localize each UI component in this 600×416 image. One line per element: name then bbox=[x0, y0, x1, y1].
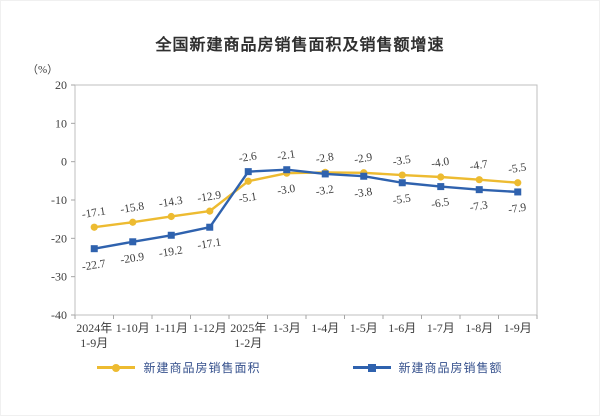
plot-border bbox=[74, 84, 538, 316]
y-tick-label: -20 bbox=[51, 231, 67, 245]
data-label: -4.7 bbox=[469, 158, 489, 173]
data-point-marker bbox=[321, 170, 329, 178]
x-tick-label: 1-3月 bbox=[273, 321, 301, 335]
x-tick-label: 1-11月 bbox=[154, 321, 188, 335]
y-axis-unit-label: （%） bbox=[27, 64, 59, 76]
x-tick-label: 1-4月 bbox=[311, 321, 339, 335]
data-point-marker bbox=[475, 186, 483, 194]
data-point-marker bbox=[206, 207, 214, 215]
data-label: -2.1 bbox=[276, 148, 296, 163]
legend-label-sales-area: 新建商品房销售面积 bbox=[143, 361, 261, 375]
data-label: -12.9 bbox=[197, 189, 223, 205]
data-label: -7.3 bbox=[469, 199, 489, 214]
data-point-marker bbox=[437, 183, 445, 191]
x-tick-label: 1-5月 bbox=[350, 321, 378, 335]
x-tick-label: 2025年 1-2月 bbox=[230, 321, 266, 350]
y-tick-label: -40 bbox=[51, 308, 67, 322]
x-tick-label: 1-9月 bbox=[504, 321, 532, 335]
data-label: -3.2 bbox=[315, 184, 335, 199]
legend-item-sales-area: 新建商品房销售面积 bbox=[97, 359, 260, 376]
data-point-marker bbox=[206, 223, 214, 231]
x-tick-label: 1-7月 bbox=[427, 321, 455, 335]
data-label: -17.1 bbox=[81, 205, 107, 221]
legend-label-sales-amount: 新建商品房销售额 bbox=[398, 361, 503, 375]
data-point-marker bbox=[244, 168, 252, 176]
legend-marker-square-icon bbox=[367, 363, 376, 372]
data-point-marker bbox=[475, 176, 483, 184]
data-label: -22.7 bbox=[81, 258, 107, 274]
data-point-marker bbox=[398, 171, 406, 179]
data-label: -20.9 bbox=[120, 251, 146, 267]
data-label: -3.8 bbox=[353, 186, 373, 201]
x-tick-label: 2024年 1-9月 bbox=[76, 321, 112, 350]
data-label: -3.0 bbox=[276, 183, 296, 198]
data-label: -15.8 bbox=[120, 200, 146, 216]
x-tick-label: 1-12月 bbox=[193, 321, 227, 335]
data-label: -6.5 bbox=[430, 196, 450, 211]
data-label: -5.5 bbox=[507, 161, 527, 176]
data-label: -2.9 bbox=[353, 151, 373, 166]
data-point-marker bbox=[437, 173, 445, 181]
data-label: -7.9 bbox=[507, 202, 527, 217]
y-tick-label: -10 bbox=[51, 193, 67, 207]
data-point-marker bbox=[283, 166, 291, 174]
data-label: -3.5 bbox=[392, 154, 412, 169]
data-point-marker bbox=[167, 231, 175, 239]
legend-item-sales-amount: 新建商品房销售额 bbox=[352, 359, 503, 376]
legend-line-sales-amount bbox=[352, 363, 391, 372]
data-label: -19.2 bbox=[158, 244, 184, 260]
x-tick-label: 1-6月 bbox=[388, 321, 416, 335]
data-label: -14.3 bbox=[158, 195, 184, 211]
y-tick-label: 0 bbox=[61, 155, 67, 169]
data-point-marker bbox=[244, 177, 252, 185]
data-point-marker bbox=[514, 188, 522, 196]
data-label: -2.8 bbox=[315, 151, 335, 166]
x-tick-label: 1-8月 bbox=[465, 321, 493, 335]
legend-line-sales-area bbox=[97, 363, 136, 372]
data-label: -17.1 bbox=[197, 236, 223, 252]
data-label: -4.0 bbox=[430, 156, 450, 171]
data-point-marker bbox=[514, 179, 522, 187]
data-label: -2.6 bbox=[238, 150, 258, 165]
data-point-marker bbox=[360, 172, 368, 180]
chart-legend: 新建商品房销售面积 新建商品房销售额 bbox=[0, 359, 600, 376]
data-point-marker bbox=[129, 218, 137, 226]
y-tick-label: 20 bbox=[55, 78, 67, 92]
series-line-1 bbox=[94, 168, 518, 250]
data-label: -5.5 bbox=[392, 192, 412, 207]
data-point-marker bbox=[90, 245, 98, 253]
data-label: -5.1 bbox=[238, 191, 258, 206]
chart-title: 全国新建商品房销售面积及销售额增速 bbox=[155, 37, 445, 54]
legend-marker-circle-icon bbox=[112, 363, 121, 372]
data-point-marker bbox=[398, 179, 406, 187]
data-point-marker bbox=[129, 238, 137, 246]
y-tick-label: -30 bbox=[51, 270, 67, 284]
data-point-marker bbox=[90, 223, 98, 231]
data-point-marker bbox=[167, 212, 175, 221]
y-tick-label: 10 bbox=[55, 116, 67, 130]
x-tick-label: 1-10月 bbox=[116, 321, 150, 335]
